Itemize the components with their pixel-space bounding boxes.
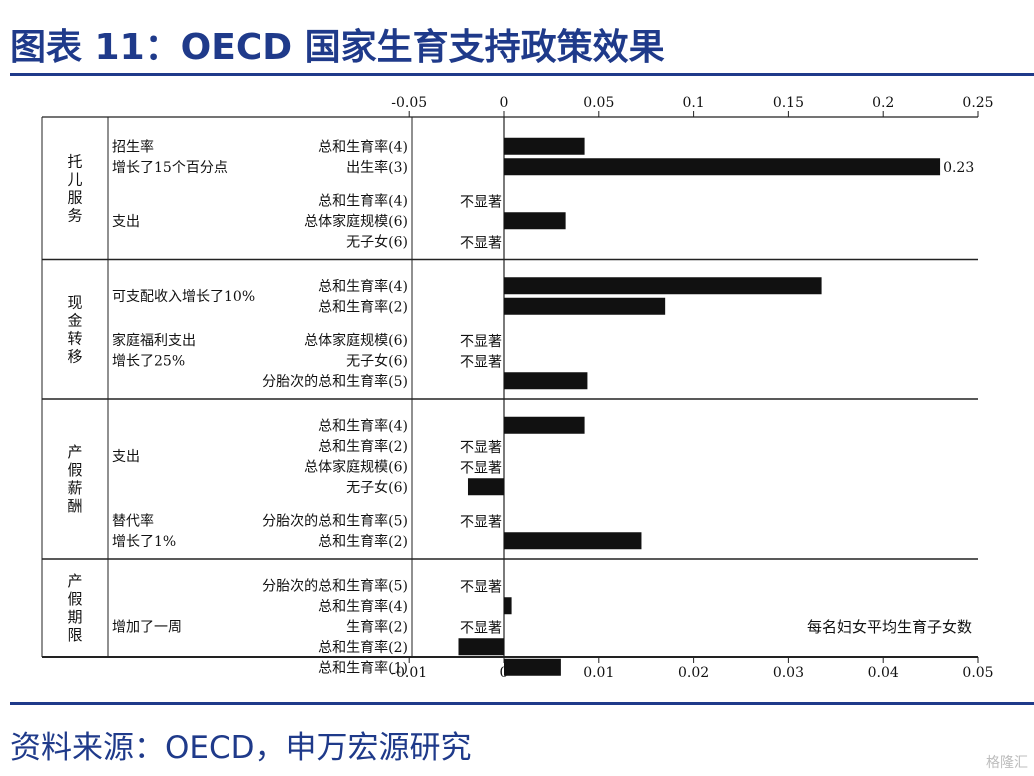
measure-label: 总和生育率(4) <box>318 278 408 295</box>
group-name-char: 限 <box>67 626 82 644</box>
group-name-char: 服 <box>67 188 82 206</box>
measure-label: 总和生育率(2) <box>318 438 408 455</box>
measure-label: 总和生育率(1) <box>318 659 408 676</box>
measure-label: 分胎次的总和生育率(5) <box>262 373 408 390</box>
measure-label: 无子女(6) <box>346 233 408 250</box>
bottom-axis-tick-label: 0.02 <box>678 665 709 681</box>
bar <box>467 478 504 496</box>
top-axis-tick-label: 0.2 <box>872 95 894 111</box>
bar <box>458 638 504 656</box>
bar <box>504 158 941 176</box>
page-title: 图表 11：OECD 国家生育支持政策效果 <box>10 27 665 68</box>
measure-label: 总和生育率(2) <box>318 298 408 315</box>
not-significant-label: 不显著 <box>460 194 502 210</box>
top-axis-tick-label: 0.05 <box>583 95 614 111</box>
measure-label: 总和生育率(4) <box>318 417 408 434</box>
group-name-char: 薪 <box>67 479 82 497</box>
group-name-char: 转 <box>67 329 82 347</box>
bar <box>504 372 588 390</box>
measure-label: 总体家庭规模(6) <box>304 332 408 349</box>
group-name-char: 儿 <box>67 170 82 188</box>
bar <box>504 212 566 230</box>
group-name-char: 酬 <box>67 497 82 515</box>
policy-label: 增长了1% <box>112 534 176 550</box>
measure-label: 分胎次的总和生育率(5) <box>262 512 408 529</box>
bottom-axis-tick-label: 0.05 <box>962 665 993 681</box>
source-note: 资料来源：OECD，申万宏源研究 <box>10 730 472 766</box>
not-significant-label: 不显著 <box>460 514 502 530</box>
measure-label: 无子女(6) <box>346 352 408 369</box>
top-axis-tick-label: -0.05 <box>391 95 427 111</box>
top-axis-tick-label: 0.15 <box>773 95 804 111</box>
measure-label: 无子女(6) <box>346 479 408 496</box>
title-divider <box>10 73 1034 76</box>
bar-value-label: 0.23 <box>943 160 974 176</box>
policy-label: 增长了15个百分点 <box>112 160 228 176</box>
not-significant-label: 不显著 <box>460 620 502 636</box>
group-name-char: 现 <box>67 293 82 311</box>
group-name-char: 假 <box>67 461 82 479</box>
bar <box>504 297 666 315</box>
policy-label: 可支配收入增长了10% <box>112 289 255 305</box>
not-significant-label: 不显著 <box>460 440 502 456</box>
not-significant-label: 不显著 <box>460 460 502 476</box>
measure-label: 总和生育率(2) <box>318 639 408 656</box>
policy-label: 支出 <box>112 214 140 230</box>
bar <box>504 416 585 434</box>
policy-label: 替代率 <box>112 512 154 529</box>
watermark: 格隆汇 <box>986 755 1028 771</box>
group-name-char: 假 <box>67 590 82 608</box>
bar <box>504 658 561 676</box>
group-name-char: 期 <box>67 608 82 626</box>
not-significant-label: 不显著 <box>460 579 502 595</box>
policy-label: 支出 <box>112 449 140 465</box>
group-name-char: 产 <box>67 572 82 590</box>
group-name-char: 产 <box>67 443 82 461</box>
measure-label: 总和生育率(2) <box>318 533 408 550</box>
group-name-char: 务 <box>67 206 82 224</box>
top-axis-tick-label: 0.25 <box>962 95 993 111</box>
group-name-char: 金 <box>67 311 82 329</box>
group-name-char: 托 <box>67 152 82 170</box>
policy-label: 家庭福利支出 <box>112 332 196 349</box>
measure-label: 总和生育率(4) <box>318 192 408 209</box>
policy-label: 增加了一周 <box>112 619 182 635</box>
bottom-axis-tick-label: -0.01 <box>391 665 427 681</box>
measure-label: 生育率(2) <box>346 618 408 635</box>
policy-label: 招生率 <box>112 138 154 155</box>
policy-label: 增长了25% <box>112 353 185 369</box>
not-significant-label: 不显著 <box>460 334 502 350</box>
group-name-char: 移 <box>67 347 82 365</box>
bottom-axis-tick-label: 0.03 <box>773 665 804 681</box>
bar <box>504 532 642 550</box>
bar <box>504 597 512 615</box>
bar <box>504 277 822 295</box>
measure-label: 分胎次的总和生育率(5) <box>262 577 408 594</box>
bottom-axis-tick-label: 0.04 <box>868 665 899 681</box>
measure-label: 总体家庭规模(6) <box>304 213 408 230</box>
measure-label: 出生率(3) <box>346 159 408 176</box>
top-axis-tick-label: 0 <box>500 95 509 111</box>
measure-label: 总和生育率(4) <box>318 138 408 155</box>
source-divider <box>10 702 1034 705</box>
top-axis-tick-label: 0.1 <box>682 95 704 111</box>
bottom-axis-tick-label: 0.01 <box>583 665 614 681</box>
bar <box>504 137 585 155</box>
not-significant-label: 不显著 <box>460 235 502 251</box>
measure-label: 总体家庭规模(6) <box>304 458 408 475</box>
chart-annotation: 每名妇女平均生育子女数 <box>807 618 972 636</box>
measure-label: 总和生育率(4) <box>318 598 408 615</box>
fertility-policy-chart: -0.0500.050.10.150.20.25-0.0100.010.020.… <box>41 95 994 681</box>
not-significant-label: 不显著 <box>460 354 502 370</box>
